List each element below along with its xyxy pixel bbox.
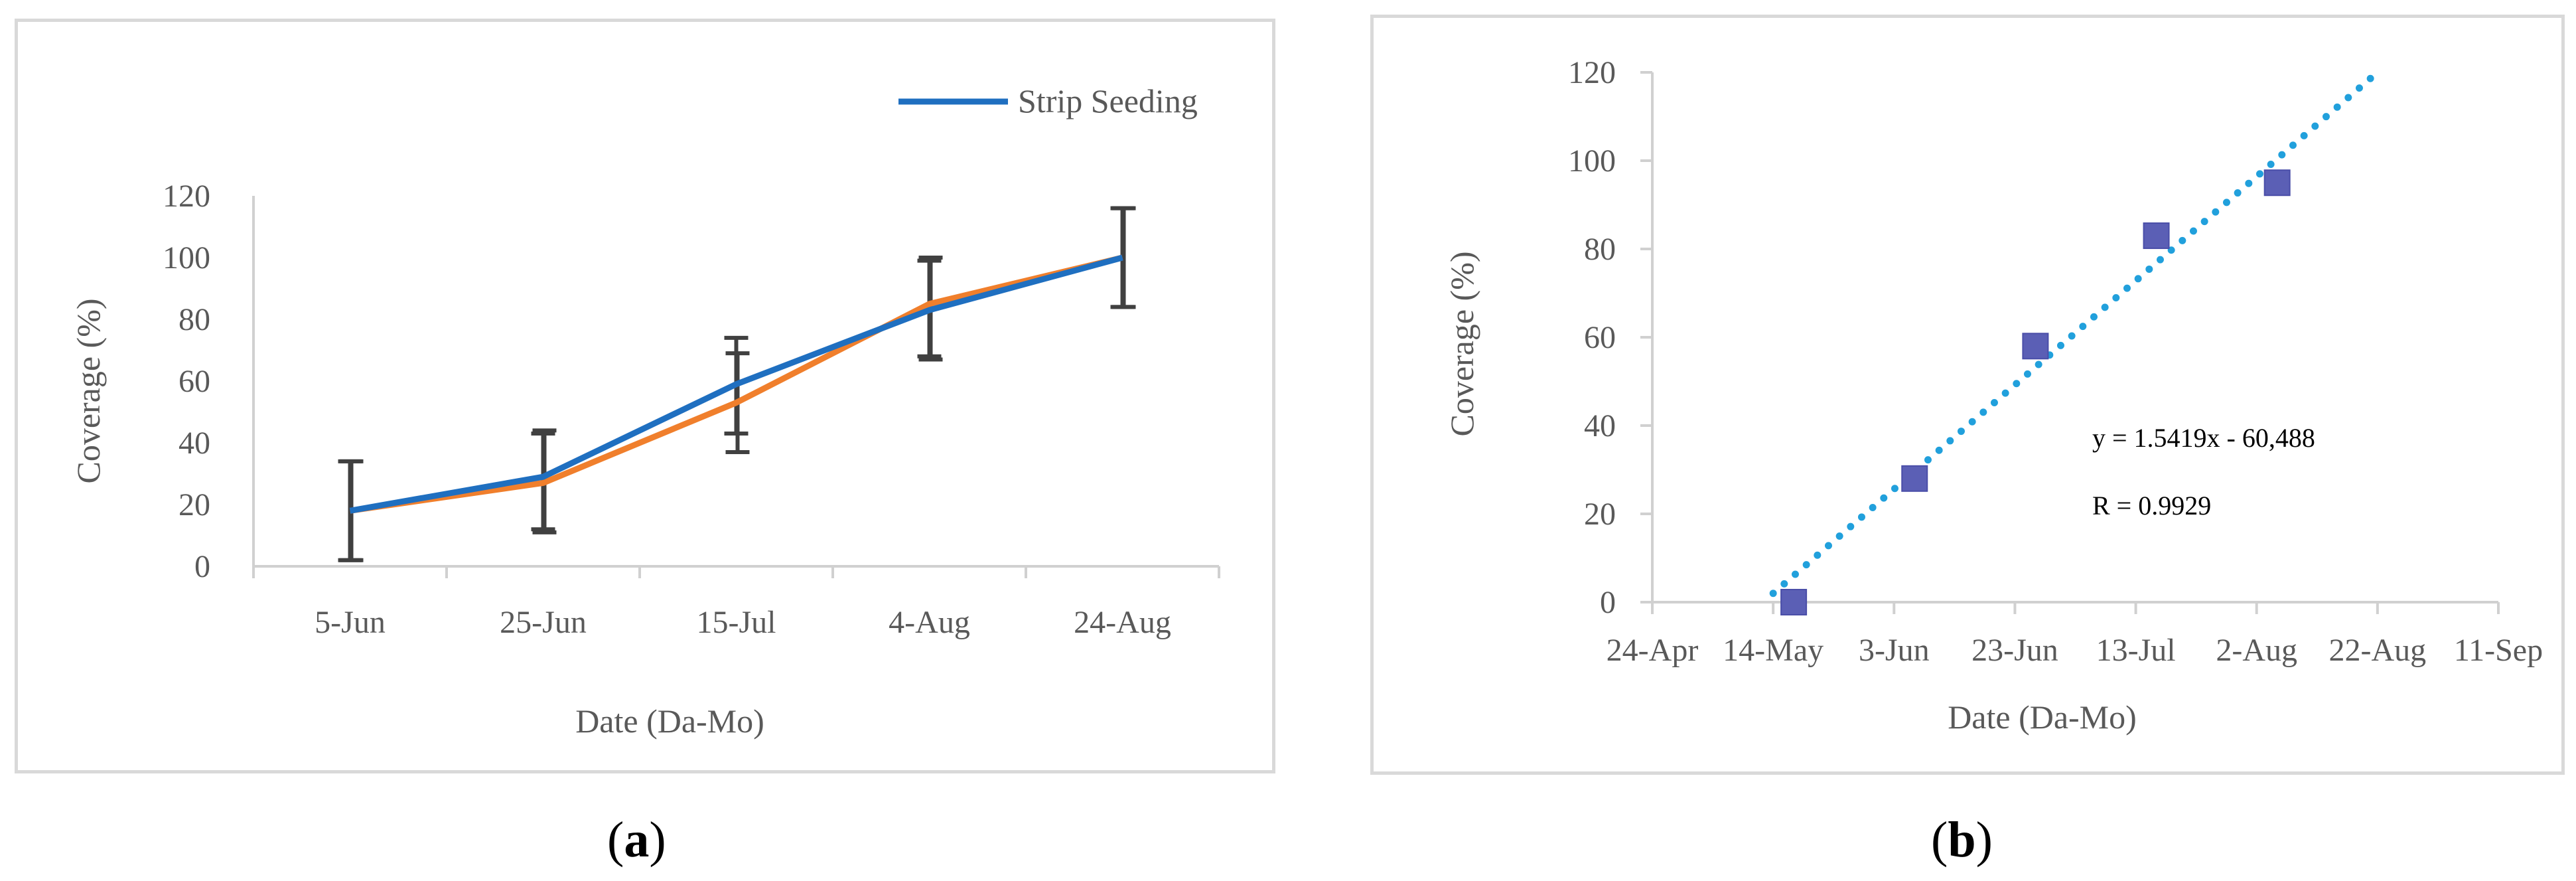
y-tick-label: 120 (1568, 55, 1616, 90)
data-point (1901, 465, 1928, 492)
data-point (2022, 333, 2049, 360)
scatter-chart-b: 0 20 40 60 80 100 120 24-Apr 14-May 3-Jun 23-Jun 13… (1443, 55, 2543, 736)
chart-panel-a: 0 20 40 60 80 100 120 5-Jun 25-Jun 15-Jul 4-Aug 24-… (15, 19, 1275, 773)
x-tick-label: 2-Aug (2216, 633, 2297, 668)
caption-b-letter: b (1948, 812, 1976, 868)
caption-b: (b) (1931, 812, 1993, 868)
caption-a: (a) (607, 812, 666, 868)
equation-annotation: y = 1.5419x - 60,488 (2092, 423, 2315, 453)
data-point (2263, 169, 2291, 197)
series-line-strip-seeding (349, 254, 1123, 514)
y-axis-label: Coverage (%) (1443, 251, 1480, 436)
x-tick-label: 4-Aug (889, 605, 970, 640)
x-tick-label: 3-Jun (1859, 633, 1930, 668)
x-tick-label: 24-Apr (1607, 633, 1699, 668)
trendline (1769, 68, 2382, 598)
y-tick-label: 60 (179, 364, 210, 399)
data-point (1780, 589, 1808, 615)
x-axis-label: Date (Da-Mo) (1948, 698, 2137, 736)
x-tick-label: 5-Jun (315, 605, 386, 640)
x-tick-label: 25-Jun (500, 605, 587, 640)
line-chart-a: 0 20 40 60 80 100 120 5-Jun 25-Jun 15-Jul 4-Aug 24-… (70, 82, 1220, 740)
x-tick-label: 23-Jun (1971, 633, 2058, 668)
x-tick-label: 11-Sep (2454, 633, 2543, 668)
y-tick-label: 60 (1584, 320, 1616, 355)
y-tick-label: 20 (179, 487, 210, 522)
y-tick-label: 0 (194, 549, 210, 584)
legend-label: Strip Seeding (1018, 82, 1198, 120)
r-value-annotation: R = 0.9929 (2092, 491, 2211, 521)
x-tick-label: 13-Jul (2096, 633, 2176, 668)
y-tick-label: 80 (1584, 232, 1616, 267)
y-tick-label: 40 (179, 426, 210, 461)
y-axis-label: Coverage (%) (70, 298, 107, 483)
data-point (2143, 222, 2170, 250)
series-line-2 (349, 254, 1123, 514)
x-tick-label: 14-May (1723, 633, 1824, 668)
x-tick-label: 22-Aug (2329, 633, 2427, 668)
y-tick-label: 100 (1568, 143, 1616, 179)
y-tick-label: 80 (179, 302, 210, 337)
x-tick-label: 24-Aug (1074, 605, 1171, 640)
y-tick-label: 120 (163, 179, 210, 214)
caption-a-letter: a (624, 812, 650, 868)
y-tick-label: 40 (1584, 408, 1616, 443)
y-tick-label: 20 (1584, 497, 1616, 532)
y-tick-label: 0 (1600, 585, 1616, 620)
chart-panel-b: 0 20 40 60 80 100 120 24-Apr 14-May 3-Jun 23-Jun 13… (1370, 15, 2565, 775)
y-tick-label: 100 (163, 240, 210, 276)
x-axis-label: Date (Da-Mo) (575, 702, 764, 740)
x-tick-label: 15-Jul (697, 605, 776, 640)
